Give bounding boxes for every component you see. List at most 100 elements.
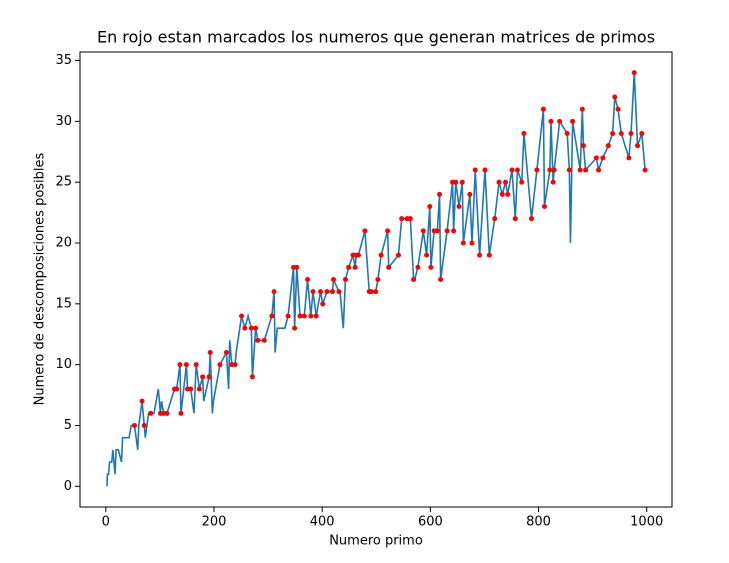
y-tick-label: 25	[55, 175, 72, 190]
y-tick-label: 15	[55, 296, 72, 311]
data-point	[206, 374, 212, 380]
data-point	[255, 337, 261, 343]
data-point	[331, 277, 337, 282]
data-point	[496, 179, 502, 185]
data-point	[178, 410, 184, 416]
data-point	[469, 240, 475, 246]
data-point	[139, 398, 145, 404]
data-point	[628, 131, 634, 137]
data-point	[248, 325, 254, 331]
data-point	[610, 131, 616, 137]
data-point	[579, 106, 585, 112]
x-tick-label: 600	[418, 515, 443, 530]
x-tick-label: 200	[202, 515, 227, 530]
data-point	[564, 131, 570, 137]
data-point	[318, 289, 324, 295]
data-point	[612, 94, 618, 100]
data-point	[605, 143, 611, 149]
data-point	[301, 313, 307, 319]
data-point	[399, 216, 405, 222]
data-point	[253, 325, 259, 331]
data-point	[472, 167, 478, 173]
data-point	[395, 252, 401, 258]
data-point	[373, 289, 379, 295]
data-point	[505, 191, 511, 197]
data-point	[451, 228, 457, 234]
data-point	[188, 386, 194, 392]
data-point	[200, 374, 206, 380]
data-point	[437, 191, 443, 197]
data-point	[434, 228, 440, 234]
data-point	[378, 252, 384, 258]
data-point	[177, 362, 183, 368]
x-tick-label: 0	[102, 515, 110, 530]
data-point	[285, 313, 291, 319]
data-point	[551, 167, 557, 173]
data-point	[329, 289, 335, 295]
x-axis-label: Numero primo	[329, 534, 423, 549]
data-point	[444, 228, 450, 234]
data-point	[269, 313, 275, 319]
y-tick-label: 35	[55, 53, 72, 68]
data-point	[482, 167, 488, 173]
data-point	[239, 313, 245, 319]
data-point	[460, 240, 466, 246]
data-point	[375, 277, 381, 282]
data-point	[292, 325, 298, 331]
data-point	[308, 313, 314, 319]
data-point	[618, 131, 624, 137]
data-point	[411, 277, 417, 282]
data-point	[503, 179, 509, 185]
data-point	[453, 179, 459, 185]
data-point	[342, 277, 348, 282]
data-point	[362, 228, 368, 234]
plot-frame	[79, 51, 673, 508]
data-point	[642, 167, 648, 173]
data-point	[600, 155, 606, 161]
data-point	[313, 313, 319, 319]
data-point	[540, 106, 546, 112]
data-point	[368, 289, 374, 295]
data-point	[512, 216, 518, 222]
data-point	[631, 70, 637, 76]
data-point	[320, 301, 326, 307]
data-point	[529, 216, 535, 222]
data-point	[550, 179, 556, 185]
data-point	[514, 167, 520, 173]
data-point	[639, 131, 645, 137]
data-point	[305, 277, 311, 282]
data-point	[635, 143, 641, 149]
data-point	[615, 106, 621, 112]
y-tick-label: 10	[55, 357, 72, 372]
data-point	[242, 325, 248, 331]
data-point	[534, 167, 540, 173]
data-point	[456, 204, 462, 210]
data-point	[164, 410, 170, 416]
data-point	[626, 155, 632, 161]
data-point	[148, 410, 154, 416]
data-point	[521, 131, 527, 137]
data-point	[131, 422, 137, 428]
y-tick-label: 20	[55, 236, 72, 251]
data-point	[355, 252, 361, 258]
data-point	[583, 167, 589, 173]
data-point	[467, 191, 473, 197]
data-point	[324, 289, 330, 295]
data-point	[541, 204, 547, 210]
data-point	[232, 362, 238, 368]
data-point	[519, 179, 525, 185]
data-point	[223, 349, 229, 355]
data-point	[174, 386, 180, 392]
data-point	[557, 118, 563, 124]
data-point	[336, 289, 342, 295]
data-point	[580, 143, 586, 149]
y-axis-label: Numero de descomposiciones posibles	[33, 152, 48, 405]
data-point	[420, 228, 426, 234]
y-tick-label: 0	[64, 479, 72, 494]
data-point	[297, 313, 303, 319]
data-point	[570, 118, 576, 124]
data-point	[196, 386, 202, 392]
x-tick-label: 1000	[630, 515, 663, 530]
data-point	[249, 374, 255, 380]
data-point	[294, 264, 300, 270]
